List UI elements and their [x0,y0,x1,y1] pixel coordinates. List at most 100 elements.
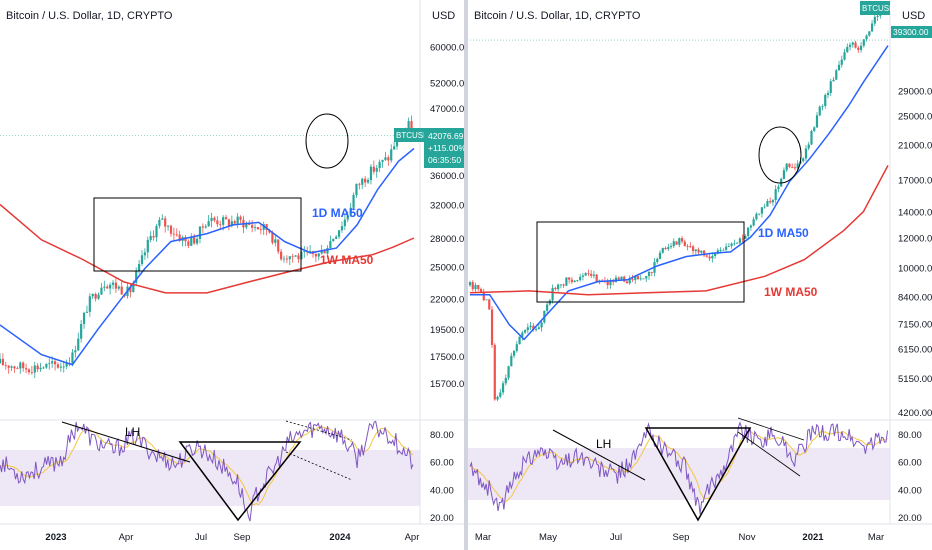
candle-right [873,12,876,27]
inverted-triangle-right [644,427,752,522]
candle-left [59,362,62,373]
candle-right [639,275,642,281]
candle-right [650,271,653,277]
ma50-1w-line-right [469,165,889,296]
candle-left [62,360,65,373]
channel-top-left [285,420,353,441]
x-tick-label-right: Mar [475,532,491,543]
candle-left [216,216,219,228]
ma50-1w-line-left [0,203,415,294]
candle-right [477,284,480,292]
candle-right [507,365,510,381]
candle-right [488,298,491,310]
candle-right [468,280,472,287]
candle-left [27,368,31,375]
candle-left [7,364,10,374]
candle-left [349,203,352,217]
candle-right [631,274,634,283]
candle-right [675,241,678,245]
candle-right [766,198,769,207]
candle-left [335,234,338,240]
candle-left [85,305,89,314]
candle-left [190,233,193,247]
candle-left [114,277,118,293]
candle-right [606,278,609,289]
candle-right [829,78,832,97]
candle-left [274,234,277,247]
candle-left [82,311,86,329]
candle-right [851,41,854,48]
y-tick-label-right: 6150.00 [898,345,932,356]
candle-left [265,223,268,236]
candle-left [135,267,138,286]
candle-left [297,253,300,264]
candle-right [722,248,725,251]
candle-left [213,216,216,223]
candle-left [187,239,190,249]
candle-left [326,245,329,257]
candle-left [337,229,341,240]
y-tick-label-right: 29000.00 [898,87,932,98]
candle-right [680,236,684,244]
candle-left [245,221,248,230]
candle-left [332,238,335,242]
candle-right [755,212,758,221]
candle-left [282,255,286,263]
candle-right [846,43,849,53]
candle-left [143,248,146,260]
price-tag-symbol-left: BTCUSD [396,131,429,140]
candle-left [294,255,297,257]
candle-right [813,126,816,133]
candle-left [291,253,294,263]
candle-right [576,279,579,282]
candle-right [807,141,810,151]
candle-left [375,164,378,178]
candle-left [343,214,346,231]
panel-divider [464,0,468,550]
candle-right [727,243,730,247]
candle-right [810,129,813,146]
candle-left [259,223,262,235]
candle-right [793,163,797,171]
candle-right [857,45,860,53]
candle-right [705,254,708,258]
rsi-tick-label-right: 80.00 [898,430,922,441]
candle-left [277,239,280,255]
candle-left [42,366,45,369]
lh-label-right: LH [596,437,611,451]
candle-left [140,250,144,267]
candle-left [30,366,33,375]
candle-left [361,177,364,190]
candle-left [393,141,396,151]
y-tick-label-right: 7150.00 [898,320,932,331]
x-tick-label-left: Sep [234,532,251,543]
candle-right [590,270,593,279]
candle-right [559,284,562,289]
x-tick-label-left: 2024 [329,532,351,543]
candle-right [562,283,565,288]
candle-right [672,238,675,249]
candle-left [204,224,207,229]
candle-right [623,275,626,283]
candle-right [521,330,524,341]
ma50-1w-label-left: 1W MA50 [320,253,374,267]
candle-left [193,233,196,245]
candle-left [239,215,242,224]
candle-right [777,184,780,193]
ma50-1d-label-right: 1D MA50 [758,226,809,240]
candle-left [207,215,210,227]
candle-right [534,326,538,332]
candle-right [697,247,700,256]
candle-left [381,159,384,168]
panel-left: Bitcoin / U.S. Dollar, 1D, CRYPTO USD 60… [0,0,470,543]
candle-left [285,255,289,264]
y-tick-label-right: 14000.00 [898,208,932,219]
candle-left [172,227,175,241]
rsi-band-left [0,450,420,506]
candle-right [736,242,739,244]
y-tick-label-right: 10000.00 [898,264,932,275]
y-tick-label-left: 22000.00 [430,295,470,306]
candle-left [146,236,149,259]
candle-right [763,203,766,209]
